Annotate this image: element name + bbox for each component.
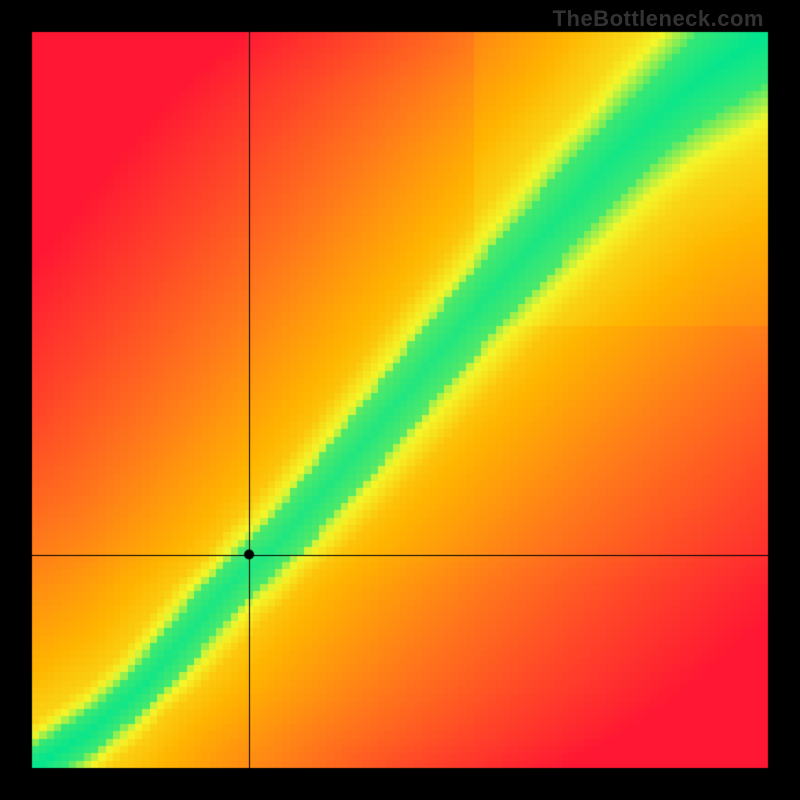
watermark-text: TheBottleneck.com [553, 6, 764, 32]
bottleneck-heatmap [0, 0, 800, 800]
chart-container: TheBottleneck.com [0, 0, 800, 800]
